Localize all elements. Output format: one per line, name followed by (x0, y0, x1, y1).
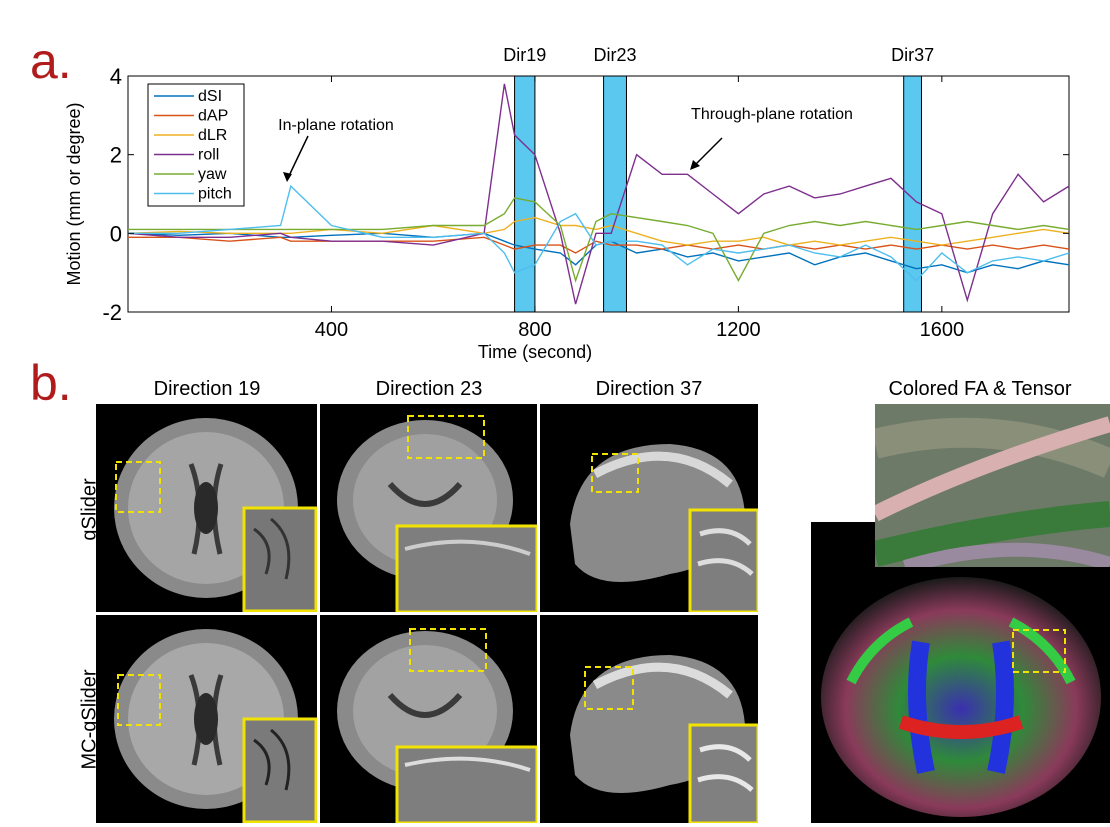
mri-mc-gslider-dir19 (96, 615, 317, 823)
column-title-direction-19: Direction 19 (153, 378, 261, 400)
roi-box (584, 666, 634, 710)
zoom-inset (688, 723, 758, 823)
highlight-band-dir19 (514, 75, 536, 313)
mri-gslider-dir37 (540, 404, 758, 612)
roi-box (409, 628, 487, 672)
series-line-dLR (127, 216, 1070, 246)
mri-gslider-dir19 (96, 404, 317, 612)
mri-mc-gslider-dir37 (540, 615, 758, 823)
x-tick-label: 400 (315, 319, 348, 341)
in-plane-arrowhead (283, 172, 292, 182)
zoom-inset (395, 524, 537, 612)
roi-box (117, 674, 161, 726)
column-title-direction-37: Direction 37 (595, 378, 703, 400)
x-axis-label: Time (second) (478, 342, 592, 362)
roi-box (1012, 629, 1066, 673)
column-title-colored-fa: Colored FA & Tensor (888, 378, 1072, 400)
y-tick-label: 2 (110, 143, 122, 168)
zoom-inset (242, 717, 317, 823)
tensor-zoom-inset (875, 404, 1110, 567)
panel-b-letter: b. (30, 355, 72, 411)
through-plane-arrow (691, 137, 723, 169)
y-tick-label: 4 (110, 64, 122, 89)
mri-gslider-dir23 (320, 404, 537, 612)
colored-fa-map (811, 522, 1110, 823)
roi-box (115, 461, 161, 513)
highlight-label-dir19: Dir19 (503, 45, 546, 65)
x-tick-label: 1600 (920, 319, 965, 341)
through-plane-arrowhead (690, 160, 700, 170)
panel-a-letter: a. (30, 33, 72, 89)
x-tick-label: 800 (518, 319, 551, 341)
legend-label-dLR: dLR (198, 127, 227, 144)
roi-box (407, 415, 485, 459)
mri-mc-gslider-dir23 (320, 615, 537, 823)
legend-label-yaw: yaw (198, 166, 227, 183)
in-plane-arrow (286, 135, 309, 181)
highlight-label-dir37: Dir37 (891, 45, 934, 65)
series-line-pitch (128, 184, 1070, 282)
legend: dSI dAP dLR roll yaw pitch (147, 83, 245, 207)
x-tick-label: 1200 (716, 319, 761, 341)
highlight-band-dir23 (603, 75, 627, 313)
axes-layer: 400 800 1200 1600 -2 0 2 4 (102, 64, 1069, 341)
legend-box (147, 83, 245, 207)
highlight-group: Dir19 Dir23 Dir37 (503, 45, 934, 313)
y-axis-label: Motion (mm or degree) (64, 102, 84, 285)
in-plane-annotation: In-plane rotation (278, 117, 394, 134)
y-tick-label: 0 (110, 221, 122, 246)
plot-frame (127, 75, 1070, 313)
y-tick-label: -2 (102, 300, 122, 325)
column-title-direction-23: Direction 23 (375, 378, 483, 400)
series-line-yaw (128, 197, 1070, 283)
through-plane-annotation: Through-plane rotation (691, 106, 853, 123)
highlight-label-dir23: Dir23 (594, 45, 637, 65)
legend-label-dSI: dSI (198, 88, 222, 105)
roi-box (591, 453, 639, 493)
legend-label-dAP: dAP (198, 108, 228, 125)
legend-label-pitch: pitch (198, 186, 232, 203)
series-line-roll (127, 83, 1070, 305)
series-line-dSI (127, 232, 1070, 274)
zoom-inset (242, 506, 317, 612)
series-layer (127, 83, 1070, 305)
legend-label-roll: roll (198, 147, 219, 164)
